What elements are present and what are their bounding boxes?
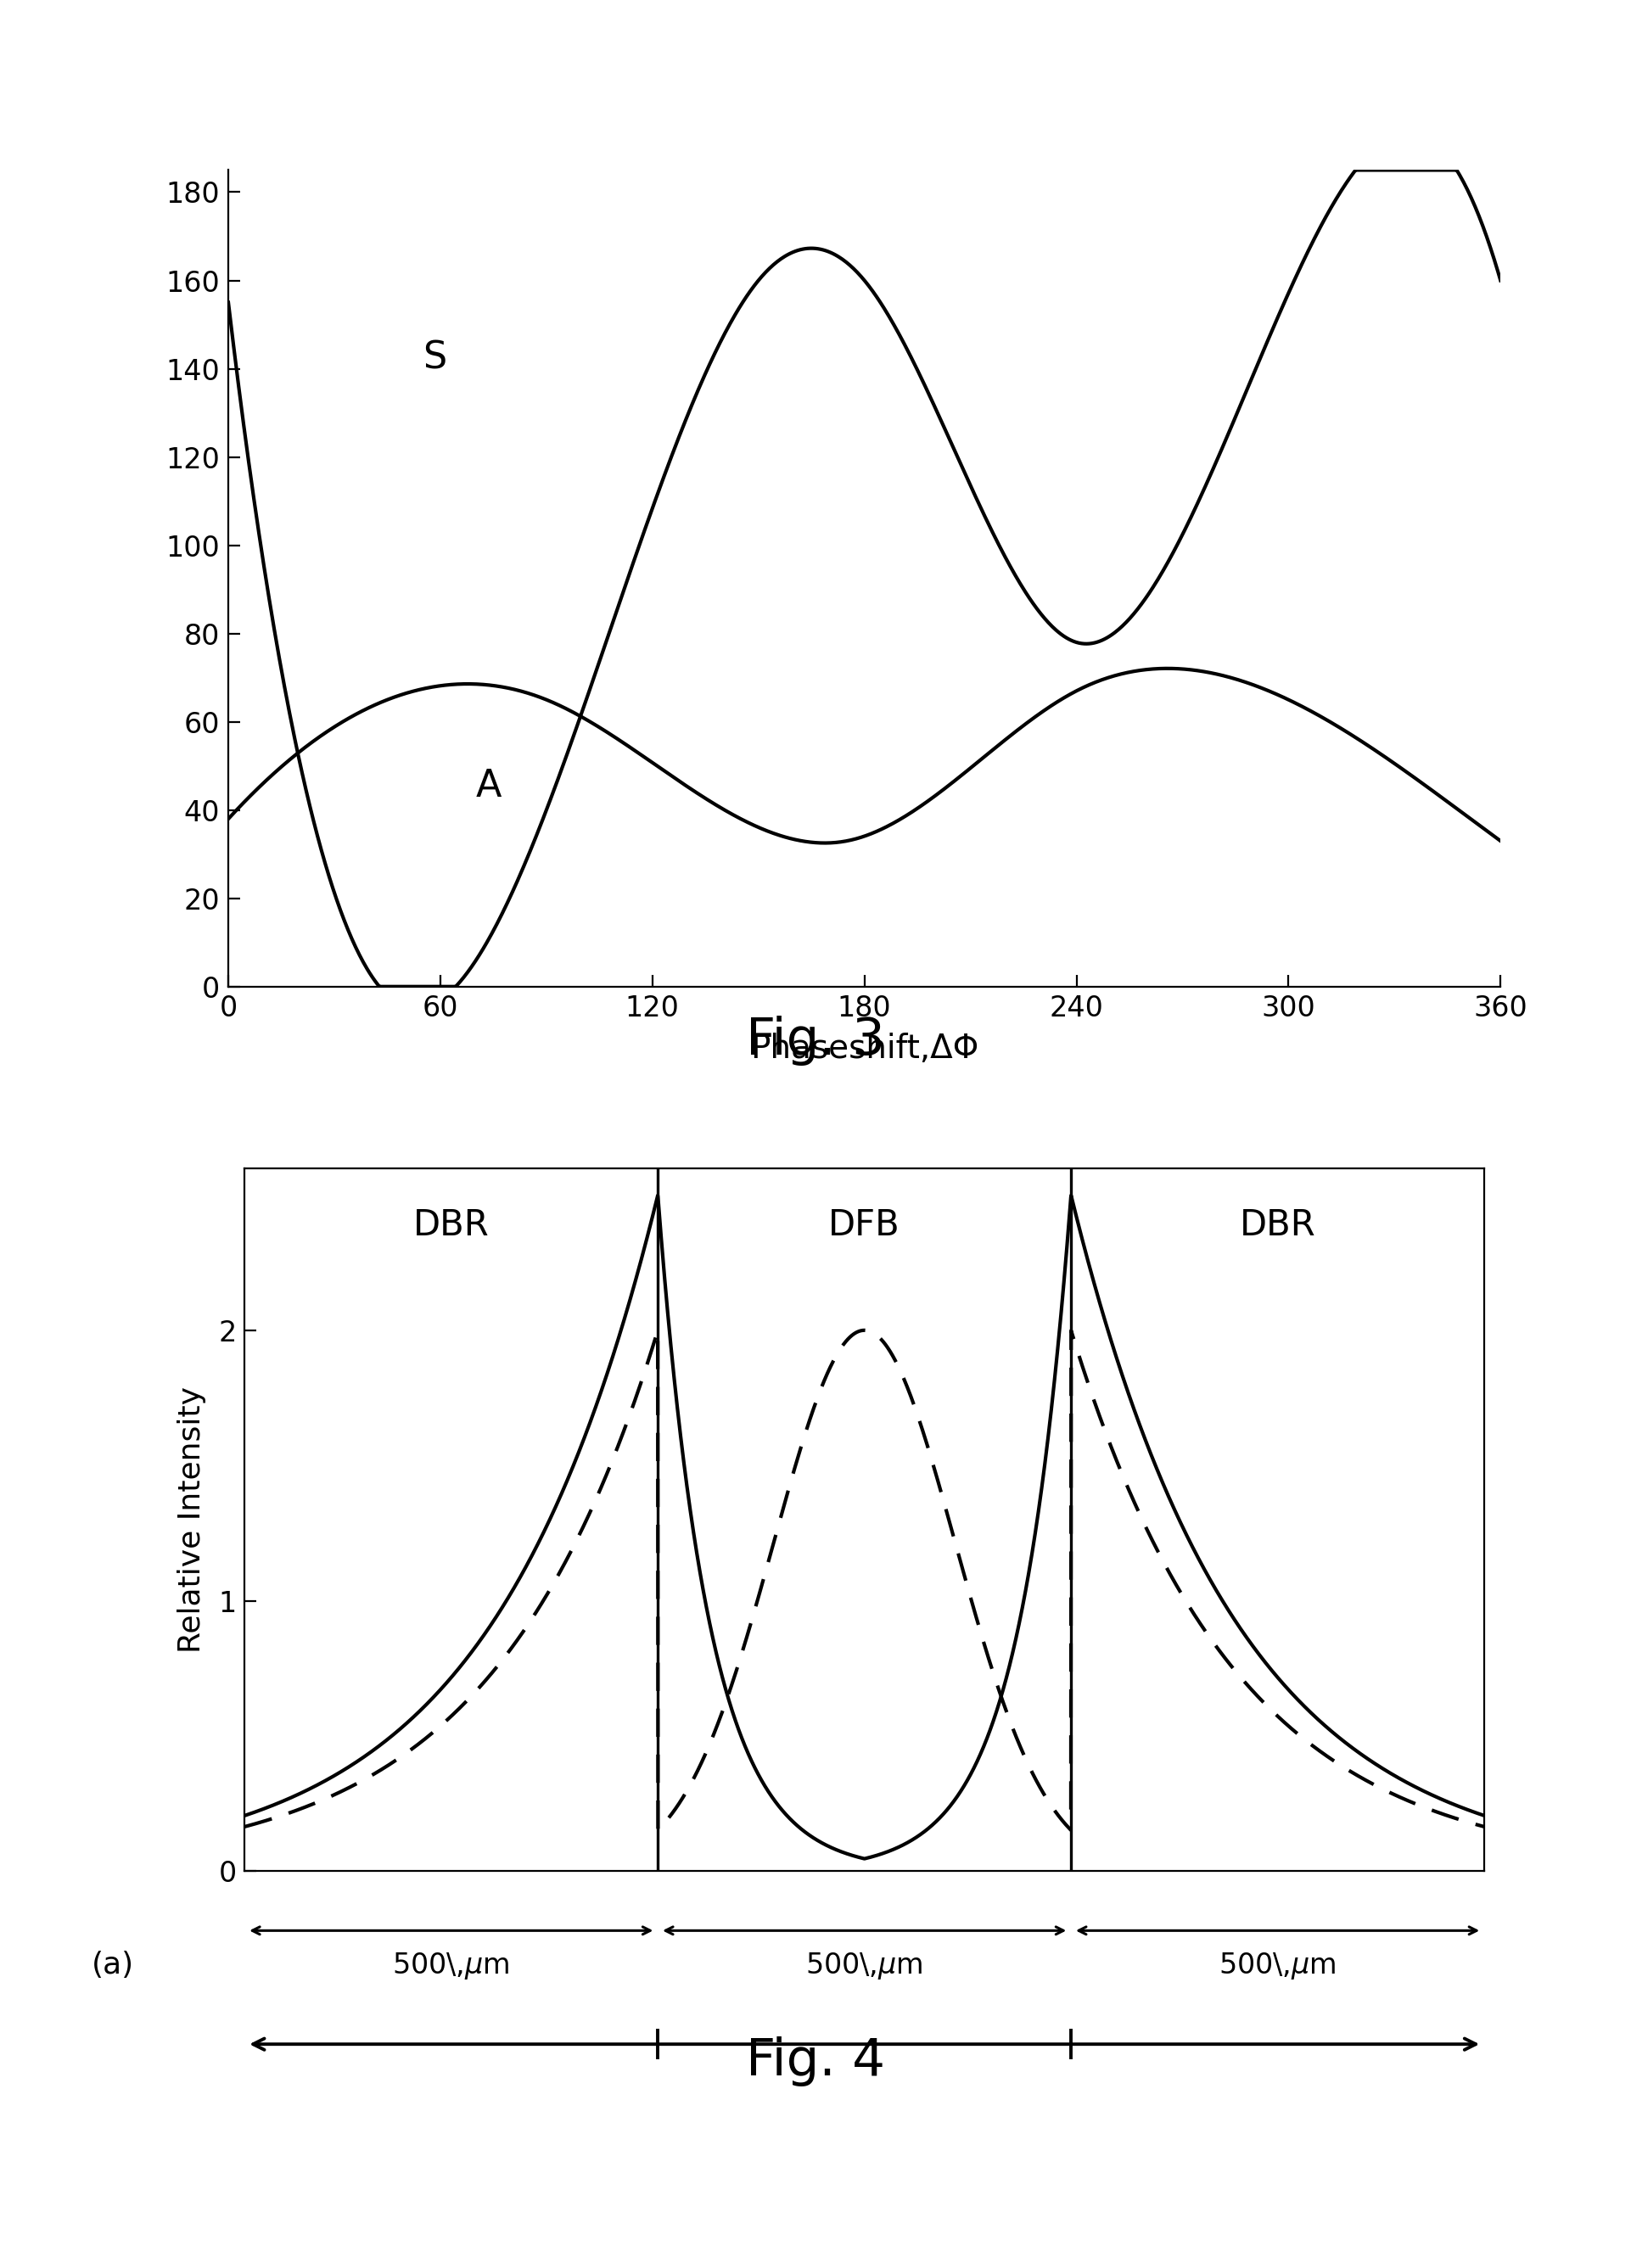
Text: 500\,$\mu$m: 500\,$\mu$m — [1218, 1950, 1336, 1982]
Text: (a): (a) — [91, 1950, 134, 1980]
Text: DBR: DBR — [413, 1207, 489, 1243]
Text: 500\,$\mu$m: 500\,$\mu$m — [393, 1950, 511, 1982]
Text: A: A — [476, 769, 502, 805]
Text: Fig. 3: Fig. 3 — [745, 1016, 886, 1066]
Text: Fig. 4: Fig. 4 — [745, 2037, 886, 2087]
Text: 500\,$\mu$m: 500\,$\mu$m — [806, 1950, 923, 1982]
X-axis label: Phaseshift,ΔΦ: Phaseshift,ΔΦ — [750, 1032, 979, 1064]
Y-axis label: Relative Intensity: Relative Intensity — [178, 1386, 207, 1653]
Text: DFB: DFB — [829, 1207, 900, 1243]
Text: S: S — [422, 340, 447, 376]
Text: DBR: DBR — [1240, 1207, 1316, 1243]
